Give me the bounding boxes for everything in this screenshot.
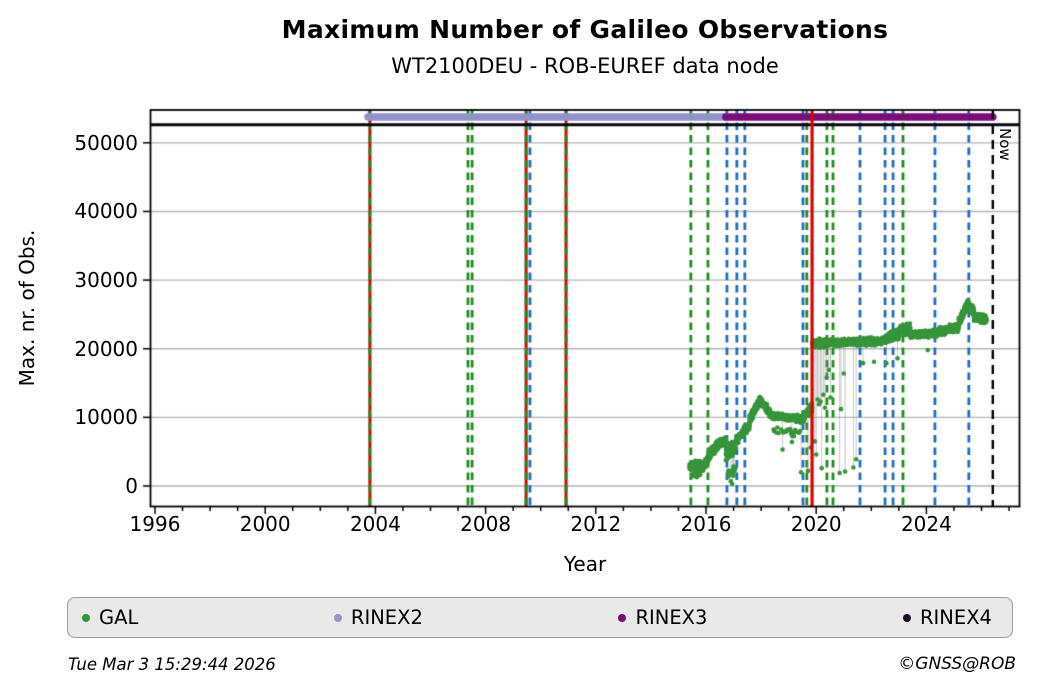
- y-axis-label: Max. nr. of Obs.: [15, 229, 39, 387]
- legend-label-rinex4: RINEX4: [919, 606, 992, 629]
- chart-title: Maximum Number of Galileo Observations: [281, 15, 889, 44]
- y-tick-label: 0: [125, 474, 138, 498]
- legend-item-rinex2: RINEX2: [333, 606, 423, 629]
- x-tick-label: 2024: [900, 512, 952, 536]
- footer-credit: ©GNSS@ROB: [898, 654, 1016, 674]
- rinex2-marker-icon: [333, 613, 342, 622]
- legend-item-rinex4: RINEX4: [902, 606, 992, 629]
- y-tick-label: 10000: [74, 405, 138, 430]
- y-tick-label: 40000: [74, 199, 138, 224]
- x-tick-label: 2008: [460, 512, 512, 536]
- x-tick-label: 2012: [570, 512, 622, 536]
- legend-item-gal: GAL: [82, 606, 138, 629]
- x-tick-label: 2020: [790, 512, 842, 536]
- x-tick-label: 2000: [239, 512, 291, 536]
- legend-label-gal: GAL: [99, 606, 139, 629]
- x-axis-label: Year: [563, 552, 607, 576]
- y-tick-label: 30000: [74, 268, 138, 293]
- chart-subtitle: WT2100DEU - ROB-EUREF data node: [391, 54, 779, 78]
- footer-timestamp: Tue Mar 3 15:29:44 2026: [68, 655, 276, 674]
- legend-item-rinex3: RINEX3: [618, 606, 707, 629]
- x-tick-label: 2004: [349, 512, 401, 536]
- x-tick-label: 1996: [129, 512, 181, 536]
- y-tick-label: 50000: [74, 130, 138, 155]
- rinex4-marker-icon: [902, 613, 911, 622]
- legend-label-rinex2: RINEX2: [350, 606, 423, 629]
- x-tick-label: 2016: [680, 512, 732, 536]
- rinex3-marker-icon: [618, 613, 627, 622]
- gal-marker-icon: [82, 613, 90, 622]
- y-tick-label: 20000: [74, 336, 138, 361]
- legend-label-rinex3: RINEX3: [635, 606, 708, 629]
- legend: GAL RINEX2 RINEX3 RINEX4: [67, 597, 1013, 638]
- now-label: Now: [996, 128, 1014, 161]
